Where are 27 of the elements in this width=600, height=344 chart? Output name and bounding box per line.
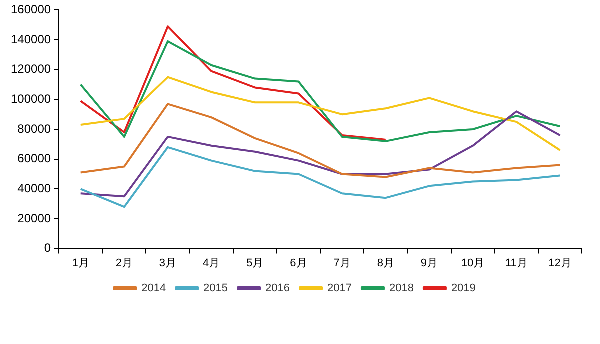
x-tick-label: 12月 — [548, 257, 572, 270]
y-tick-label: 120000 — [10, 62, 52, 76]
y-tick-label: 40000 — [18, 181, 52, 196]
x-tick-label: 1月 — [72, 257, 90, 270]
x-tick-label: 2月 — [116, 257, 133, 270]
y-tick-label: 0 — [44, 241, 52, 256]
legend-label: 2016 — [266, 282, 290, 295]
y-tick-label: 100000 — [10, 92, 52, 106]
x-tick-label: 8月 — [377, 257, 394, 270]
x-tick-label: 4月 — [203, 257, 220, 270]
legend-label: 2014 — [142, 282, 166, 295]
y-tick-label: 140000 — [10, 32, 52, 46]
x-tick-label: 7月 — [334, 257, 351, 270]
y-tick-label: 160000 — [10, 2, 52, 17]
y-tick-label: 80000 — [18, 122, 52, 136]
y-tick-label: 60000 — [18, 152, 52, 166]
x-tick-label: 5月 — [246, 257, 264, 270]
x-tick-label: 6月 — [290, 257, 308, 270]
legend-label: 2018 — [389, 282, 414, 295]
x-tick-label: 11月 — [505, 257, 528, 270]
legend-label: 2019 — [451, 282, 476, 295]
y-tick-label: 20000 — [18, 211, 52, 226]
x-tick-label: 10月 — [461, 257, 485, 270]
x-tick-label: 3月 — [159, 257, 177, 270]
x-tick-label: 9月 — [420, 257, 438, 270]
legend-label: 2015 — [204, 282, 228, 295]
legend-label: 2017 — [328, 282, 352, 295]
